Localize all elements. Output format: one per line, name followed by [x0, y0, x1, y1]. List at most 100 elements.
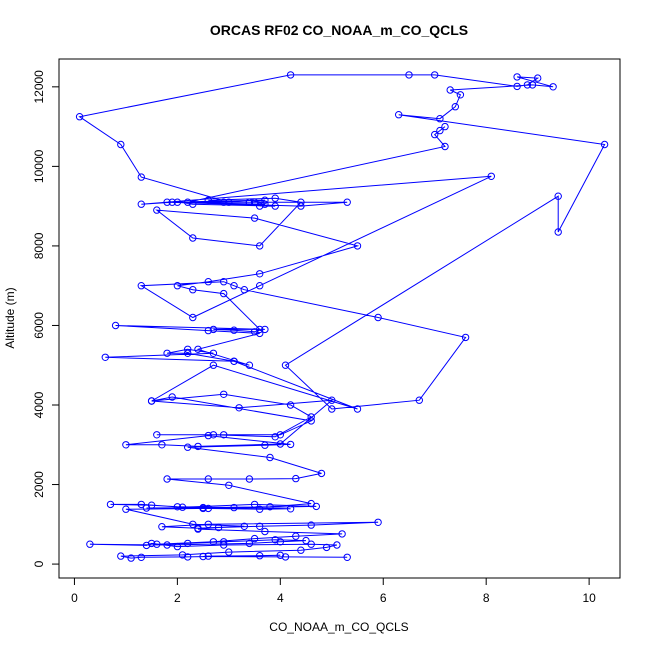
data-point	[173, 503, 182, 511]
series-line	[78, 74, 606, 559]
data-point	[199, 552, 207, 561]
data-point	[276, 431, 284, 439]
data-point	[173, 542, 182, 551]
data-point	[153, 431, 161, 439]
data-point	[245, 198, 254, 206]
data-point	[117, 140, 125, 149]
data-point	[189, 520, 197, 528]
data-point	[281, 553, 290, 561]
data-point	[534, 74, 542, 82]
data-point	[184, 198, 192, 206]
data-point	[461, 333, 470, 342]
data-point	[271, 433, 279, 441]
data-point	[250, 214, 259, 222]
data-point	[153, 540, 161, 548]
data-point	[173, 282, 182, 290]
data-point	[209, 538, 218, 546]
data-point	[322, 543, 331, 552]
data-point	[225, 548, 233, 556]
data-point	[256, 329, 264, 338]
data-point	[240, 522, 249, 530]
data-point	[250, 500, 259, 509]
data-point	[204, 475, 213, 483]
data-point	[256, 282, 264, 290]
data-point	[395, 111, 403, 119]
data-point	[230, 503, 238, 512]
data-point	[250, 198, 259, 206]
data-point	[307, 413, 315, 421]
data-point	[220, 289, 228, 298]
data-point	[353, 242, 362, 250]
data-point	[225, 481, 233, 489]
y-tick-label: 8000	[32, 232, 46, 259]
x-tick-label: 0	[71, 591, 78, 605]
data-point	[441, 122, 449, 131]
data-point	[225, 198, 233, 206]
data-point	[199, 503, 207, 512]
data-point	[189, 234, 197, 242]
series	[75, 71, 609, 562]
data-point	[549, 83, 557, 91]
data-point	[106, 500, 115, 509]
data-point	[235, 404, 243, 412]
data-point	[163, 349, 171, 357]
data-point	[147, 397, 156, 405]
data-point	[353, 405, 362, 413]
data-point	[230, 326, 238, 334]
data-point	[261, 527, 269, 536]
data-point	[441, 142, 449, 151]
data-point	[250, 534, 259, 543]
data-point	[436, 115, 444, 123]
data-point	[111, 321, 120, 330]
data-point	[286, 505, 295, 513]
data-point	[220, 278, 228, 286]
data-point	[276, 440, 284, 448]
data-point	[297, 546, 305, 554]
data-point	[276, 538, 284, 546]
data-point	[137, 282, 146, 290]
data-point	[446, 86, 454, 94]
data-point	[456, 91, 465, 99]
data-point	[137, 553, 146, 561]
data-point	[220, 431, 228, 439]
data-point	[209, 431, 218, 439]
y-axis: 0 2000 4000 6000 8000 10000 12000	[32, 70, 60, 567]
data-point	[245, 361, 254, 369]
data-point	[286, 401, 295, 409]
data-point	[374, 313, 382, 322]
data-point	[374, 518, 382, 526]
data-point	[513, 82, 521, 91]
data-point	[271, 202, 279, 210]
y-tick-label: 12000	[32, 70, 46, 104]
data-point	[163, 475, 171, 483]
data-point	[528, 81, 537, 89]
data-point	[204, 278, 213, 286]
data-point	[256, 202, 264, 210]
data-point	[266, 453, 274, 462]
data-point	[127, 554, 135, 562]
data-point	[415, 396, 423, 404]
data-point	[431, 130, 439, 139]
data-point	[189, 286, 197, 294]
data-point	[261, 325, 269, 334]
data-point	[266, 503, 274, 511]
data-point	[220, 541, 228, 549]
data-point	[204, 552, 213, 560]
data-point	[75, 113, 84, 121]
data-point	[431, 71, 439, 79]
data-point	[307, 540, 315, 548]
data-point	[142, 541, 151, 550]
data-point	[297, 202, 305, 210]
data-point	[168, 393, 176, 401]
y-tick-label: 0	[32, 560, 46, 567]
data-point	[204, 504, 213, 513]
data-point	[178, 503, 187, 511]
plot-frame	[58, 58, 621, 579]
data-point	[487, 172, 495, 181]
data-point	[137, 200, 146, 208]
data-point	[286, 71, 295, 79]
data-point	[194, 524, 202, 532]
data-point	[184, 443, 192, 451]
data-point	[240, 286, 249, 294]
